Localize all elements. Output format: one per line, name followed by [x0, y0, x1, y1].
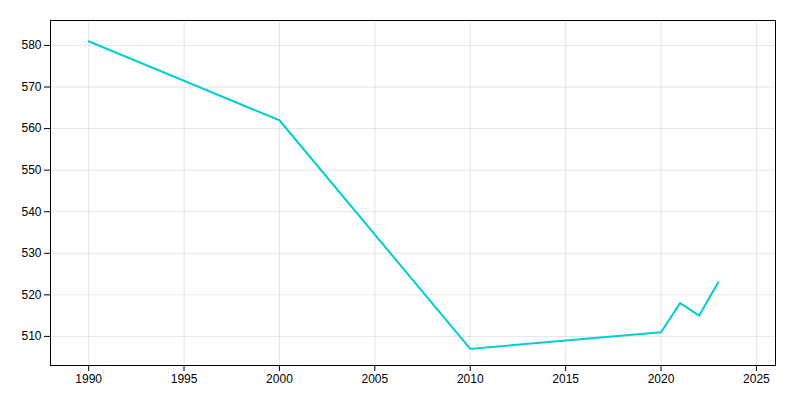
svg-text:580: 580: [21, 38, 41, 52]
svg-text:540: 540: [21, 205, 41, 219]
svg-text:2010: 2010: [457, 372, 484, 386]
svg-text:2005: 2005: [361, 372, 388, 386]
svg-text:2025: 2025: [743, 372, 770, 386]
svg-text:2015: 2015: [552, 372, 579, 386]
svg-text:1990: 1990: [75, 372, 102, 386]
svg-text:570: 570: [21, 80, 41, 94]
svg-text:510: 510: [21, 329, 41, 343]
svg-text:550: 550: [21, 163, 41, 177]
svg-text:2020: 2020: [648, 372, 675, 386]
svg-text:530: 530: [21, 246, 41, 260]
svg-text:520: 520: [21, 288, 41, 302]
svg-text:1995: 1995: [171, 372, 198, 386]
svg-text:560: 560: [21, 121, 41, 135]
svg-text:2000: 2000: [266, 372, 293, 386]
